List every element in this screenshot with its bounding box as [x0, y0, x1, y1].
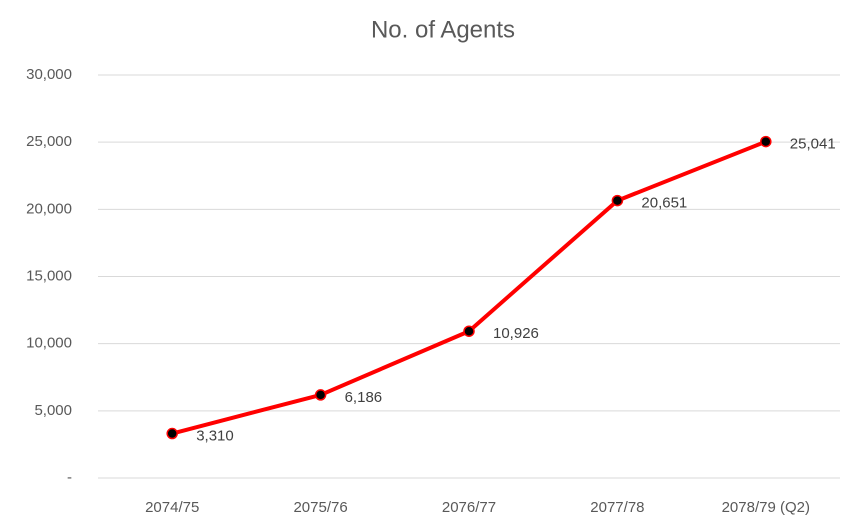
- x-tick-label: 2075/76: [293, 499, 347, 516]
- x-tick-label: 2077/78: [590, 499, 644, 516]
- data-label: 10,926: [493, 325, 539, 342]
- data-label: 25,041: [790, 136, 836, 153]
- data-label: 6,186: [345, 389, 383, 406]
- chart-title: No. of Agents: [371, 16, 515, 43]
- x-tick-label: 2074/75: [145, 499, 199, 516]
- y-tick-label: 10,000: [26, 335, 72, 352]
- marker: [760, 135, 772, 148]
- data-label: 20,651: [641, 195, 687, 212]
- y-tick-label: 15,000: [26, 267, 72, 284]
- marker: [463, 325, 475, 337]
- y-tick-label: 25,000: [26, 133, 72, 150]
- marker: [314, 389, 327, 401]
- y-tick-label: 30,000: [26, 66, 72, 83]
- line: [171, 139, 767, 436]
- y-tick-label: -: [67, 469, 72, 486]
- x-tick-label: 2078/79 (Q2): [722, 499, 810, 516]
- marker: [611, 194, 624, 207]
- marker: [166, 427, 178, 440]
- y-tick-label: 5,000: [34, 402, 72, 419]
- x-tick-label: 2076/77: [442, 499, 496, 516]
- y-tick-label: 20,000: [26, 200, 72, 217]
- data-label: 3,310: [196, 428, 234, 445]
